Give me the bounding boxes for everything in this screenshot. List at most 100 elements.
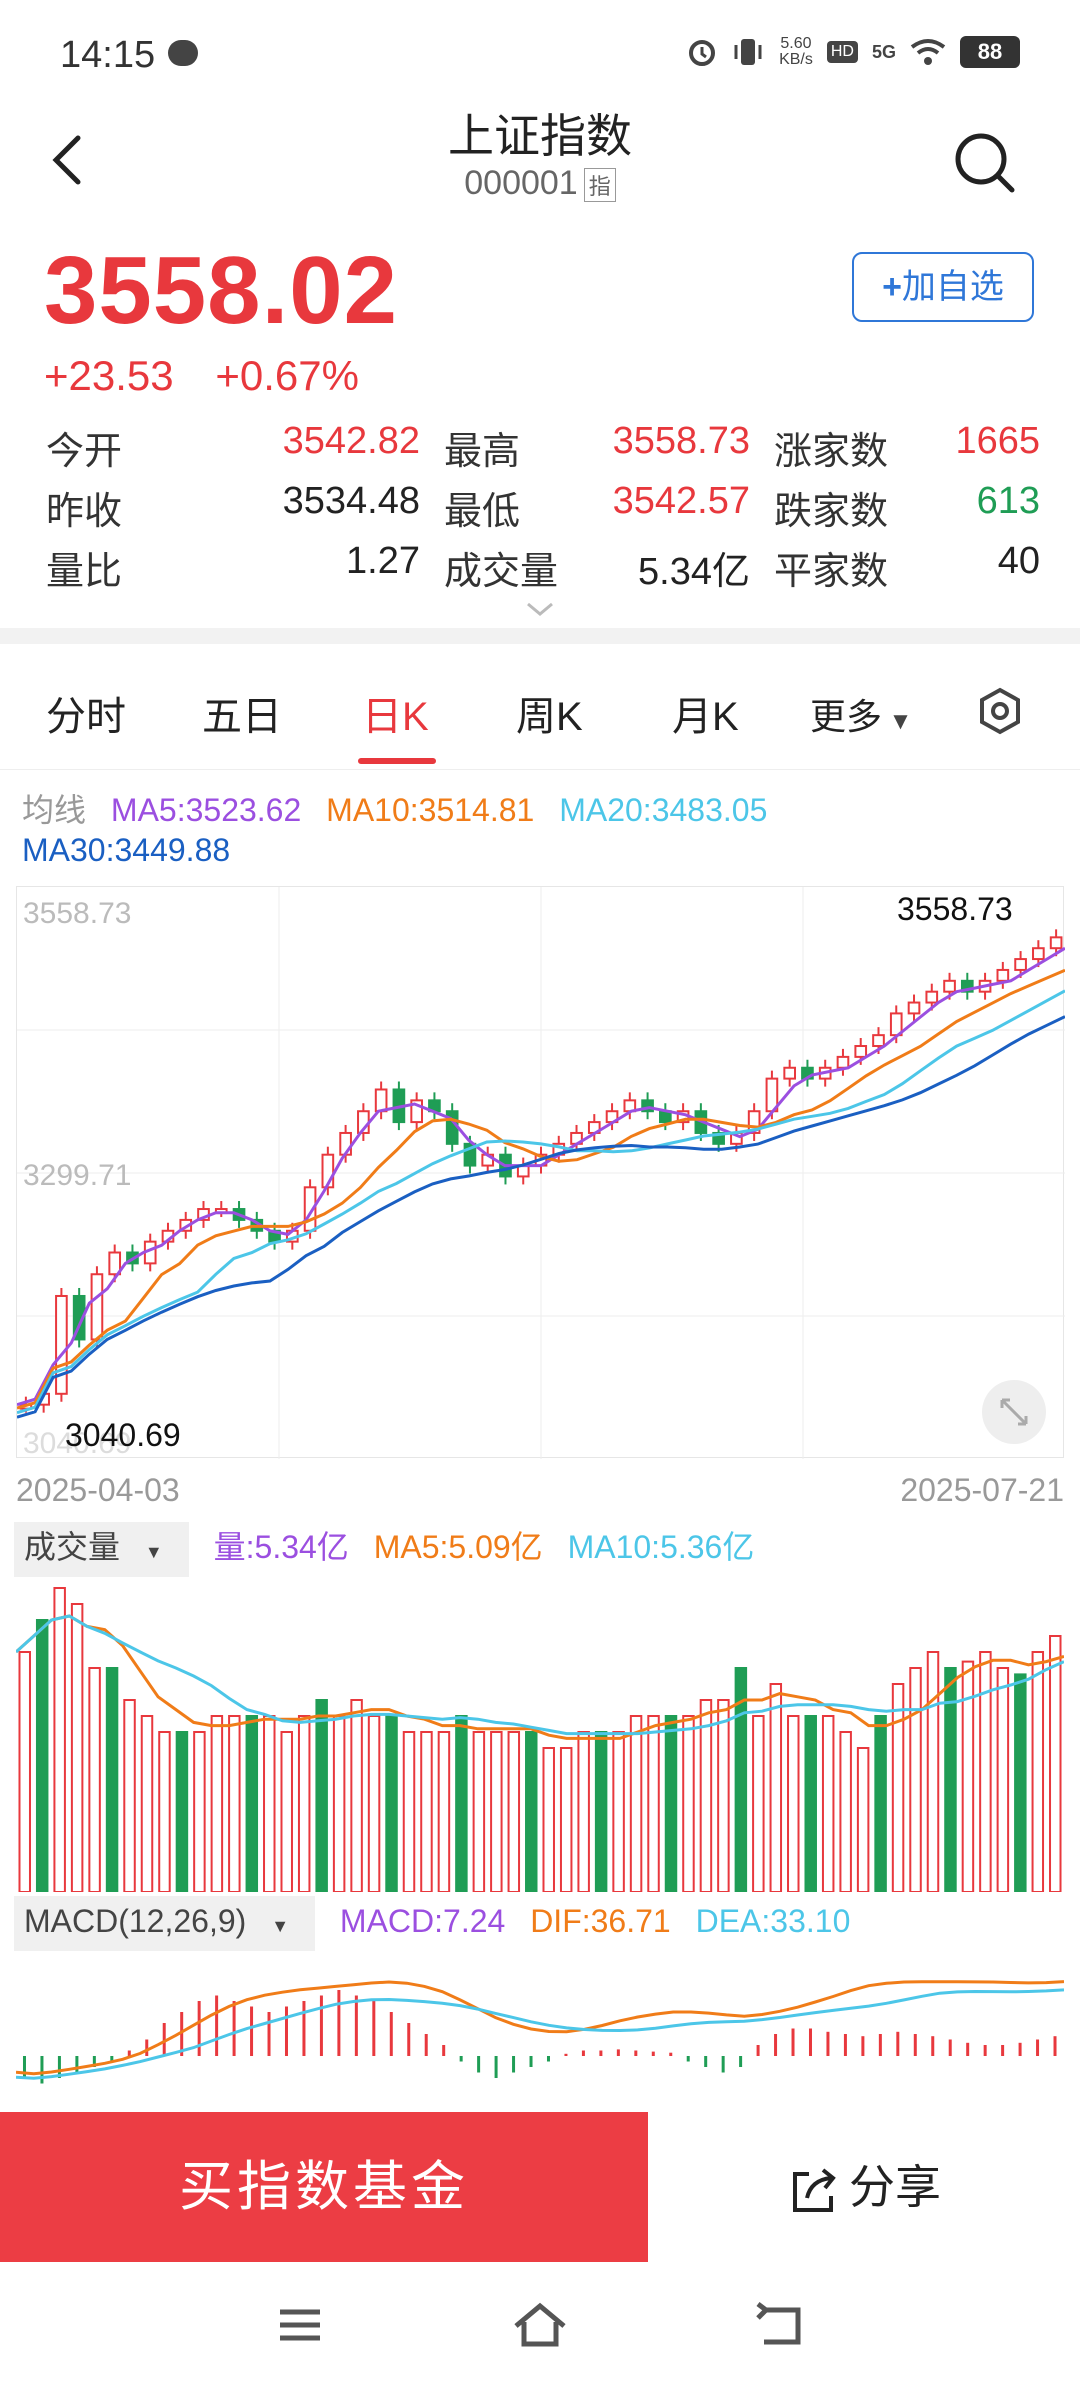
- macd-bar: [250, 2006, 254, 2056]
- macd-bar: [40, 2056, 44, 2084]
- tab-more[interactable]: 更多 ▼: [810, 688, 912, 740]
- ma30-value: MA30:3449.88: [22, 832, 231, 868]
- macd-bar: [634, 2050, 638, 2056]
- stat-row: 今开 3542.82 最高 3558.73 涨家数 1665: [46, 420, 1040, 480]
- search-icon[interactable]: [950, 128, 1020, 198]
- stat-row: 量比 1.27 成交量 5.34亿 平家数 40: [46, 540, 1040, 600]
- tab-intraday[interactable]: 分时: [46, 695, 126, 739]
- volume-ratio-value: 1.27: [346, 540, 420, 582]
- fullscreen-button[interactable]: [982, 1380, 1046, 1444]
- volume-bar: [228, 1715, 241, 1892]
- chevron-down-icon[interactable]: [520, 600, 560, 620]
- home-icon[interactable]: [510, 2300, 570, 2350]
- macd-bar: [92, 2056, 96, 2067]
- candle: [872, 1034, 885, 1048]
- volume-bar: [402, 1731, 416, 1892]
- low-label: 最低: [444, 491, 521, 533]
- wifi-icon: [910, 39, 946, 65]
- volume-bar: [944, 1667, 957, 1892]
- volume-bar: [350, 1699, 363, 1892]
- volume-bar: [717, 1699, 730, 1892]
- up-count-value: 1665: [955, 420, 1040, 462]
- ma10-value: MA10:3514.81: [326, 792, 535, 828]
- macd-bar: [878, 2034, 882, 2056]
- buy-index-fund-button[interactable]: 买指数基金: [0, 2112, 648, 2262]
- ma-line: [17, 946, 1065, 1407]
- back-nav-icon[interactable]: [750, 2300, 810, 2350]
- macd-bar: [669, 2052, 673, 2056]
- volume-bar: [769, 1683, 783, 1892]
- macd-bar: [57, 2056, 61, 2078]
- tab-daily-k[interactable]: 日K: [362, 695, 429, 739]
- candle: [943, 979, 956, 993]
- macd-bar: [616, 2049, 620, 2056]
- volume-bar: [804, 1715, 817, 1892]
- macd-bar: [180, 2012, 184, 2056]
- macd-indicator-select[interactable]: MACD(12,26,9) ▼: [14, 1896, 316, 1951]
- caret-down-icon: ▼: [882, 708, 913, 735]
- ma20-value: MA20:3483.05: [559, 792, 768, 828]
- macd-bar: [1053, 2036, 1057, 2056]
- tab-monthly-k[interactable]: 月K: [672, 695, 739, 739]
- down-count-label: 跌家数: [774, 491, 889, 533]
- volume-ratio-label: 量比: [46, 551, 123, 593]
- network-label: 5G: [871, 41, 896, 62]
- volume-bar: [210, 1715, 224, 1892]
- volume-bar: [612, 1731, 625, 1892]
- start-date: 2025-04-03: [16, 1472, 180, 1508]
- macd-bar: [966, 2042, 970, 2056]
- macd-bar: [546, 2056, 550, 2062]
- index-tag: 指: [583, 168, 616, 203]
- volume-chart[interactable]: [16, 1572, 1064, 1892]
- status-time: 14:15: [60, 34, 156, 76]
- volume-bar: [682, 1715, 695, 1892]
- kline-svg: [17, 887, 1065, 1459]
- macd-bar: [337, 1990, 341, 2056]
- volume-chip-label: 成交量: [24, 1529, 121, 1565]
- tab-weekly-k[interactable]: 周K: [516, 695, 583, 739]
- chart-area[interactable]: 3558.73 3299.71 3040.69 3558.73 3040.69 …: [0, 880, 1080, 2110]
- volume-bar: [926, 1651, 940, 1892]
- macd-bar: [861, 2036, 865, 2056]
- volume-bar: [245, 1715, 259, 1892]
- macd-bar: [162, 2023, 166, 2056]
- tab-five-day[interactable]: 五日: [202, 695, 282, 739]
- macd-bar: [407, 2023, 411, 2056]
- volume-bar: [455, 1715, 468, 1892]
- volume-indicator-select[interactable]: 成交量 ▼: [14, 1522, 189, 1577]
- kline-chart[interactable]: 3558.73 3299.71 3040.69 3558.73 3040.69: [16, 886, 1065, 1460]
- volume-bar: [53, 1587, 66, 1892]
- volume-ma5: MA5:5.09亿: [373, 1529, 543, 1565]
- macd-bar: [1036, 2039, 1040, 2056]
- volume-bar: [821, 1715, 835, 1892]
- volume-bar: [193, 1731, 206, 1892]
- battery-indicator: 88: [960, 36, 1020, 68]
- volume-bar: [996, 1667, 1010, 1892]
- page-title: 上证指数: [448, 110, 632, 162]
- share-button[interactable]: 分享: [648, 2112, 1080, 2262]
- settings-icon[interactable]: [975, 686, 1025, 736]
- macd-bar: [319, 1995, 323, 2056]
- candle: [374, 1088, 388, 1113]
- macd-bar: [564, 2053, 568, 2056]
- volume-bar: [332, 1715, 346, 1892]
- macd-bar: [948, 2039, 952, 2056]
- macd-chip-label: MACD(12,26,9): [24, 1903, 247, 1939]
- volume-bar: [158, 1731, 171, 1892]
- macd-legend: MACD(12,26,9) ▼ MACD:7.24 DIF:36.71 DEA:…: [14, 1896, 866, 1951]
- volume-bar: [559, 1747, 573, 1892]
- high-label: 最高: [444, 431, 521, 473]
- volume-bar: [472, 1731, 486, 1892]
- volume-ma5-line: [16, 1614, 1064, 1740]
- menu-icon[interactable]: [270, 2300, 330, 2350]
- volume-bar: [874, 1715, 887, 1892]
- back-icon[interactable]: [40, 130, 100, 190]
- volume-bar: [35, 1619, 49, 1892]
- macd-bar: [826, 2031, 830, 2056]
- add-watchlist-button[interactable]: +加自选: [852, 252, 1034, 322]
- header: 上证指数 000001 指: [0, 100, 1080, 220]
- macd-bar: [599, 2050, 603, 2056]
- expand-icon: [1000, 1398, 1028, 1426]
- macd-chart[interactable]: [16, 1946, 1064, 2110]
- axis-top-price: 3558.73: [23, 897, 132, 930]
